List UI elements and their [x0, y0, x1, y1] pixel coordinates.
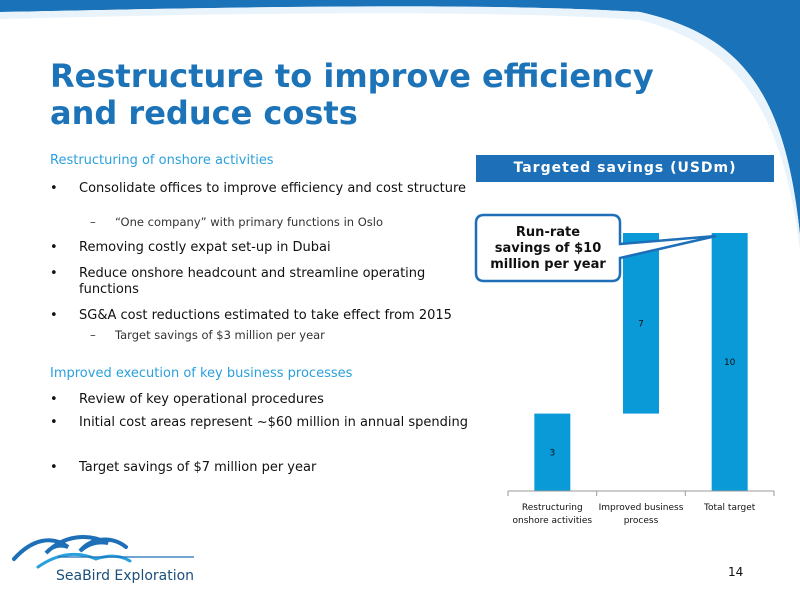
bullet-dot: • — [50, 415, 58, 430]
bullet-target-7m: • Target savings of $7 million per year — [50, 460, 470, 476]
bullet-dot: • — [50, 240, 58, 255]
bullet-text: Review of key operational procedures — [79, 392, 324, 407]
bullet-consolidate-offices: • Consolidate offices to improve efficie… — [50, 181, 470, 197]
bullet-text: Consolidate offices to improve efficienc… — [79, 181, 467, 196]
bullet-text: Reduce onshore headcount and streamline … — [79, 266, 426, 297]
seabird-wing-icon — [12, 535, 128, 561]
subbullet-text: Target savings of $3 million per year — [115, 328, 325, 342]
logo-text: SeaBird Exploration — [56, 568, 194, 584]
chart-title: Targeted savings (USDm) — [476, 155, 774, 182]
top-swoosh-band — [0, 0, 800, 235]
subbullet-one-company: – “One company” with primary functions i… — [90, 215, 460, 230]
bullet-dot: • — [50, 460, 58, 475]
bullet-text: Removing costly expat set-up in Dubai — [79, 240, 331, 255]
bullet-dot: • — [50, 266, 58, 281]
page-title: Restructure to improve efficiency and re… — [50, 57, 654, 132]
bullet-onshore-headcount: • Reduce onshore headcount and streamlin… — [50, 266, 470, 298]
bullet-dot: • — [50, 308, 58, 323]
subbullet-text: “One company” with primary functions in … — [115, 215, 383, 229]
bullet-dot: • — [50, 181, 58, 196]
subbullet-target-3m: – Target savings of $3 million per year — [90, 328, 460, 343]
bullet-text: SG&A cost reductions estimated to take e… — [79, 308, 452, 323]
subbullet-dash: – — [90, 328, 96, 342]
bullet-text: Initial cost areas represent ~$60 millio… — [79, 415, 468, 430]
bullet-review-procedures: • Review of key operational procedures — [50, 392, 470, 408]
seabird-logo: SeaBird Exploration — [12, 535, 194, 584]
section-heading-business-processes: Improved execution of key business proce… — [50, 366, 353, 381]
bullet-text: Target savings of $7 million per year — [79, 460, 317, 475]
section-heading-restructuring: Restructuring of onshore activities — [50, 153, 274, 168]
seabird-wing-icon-lower — [36, 552, 132, 569]
bullet-sga-reductions: • SG&A cost reductions estimated to take… — [50, 308, 480, 324]
bullet-expat-dubai: • Removing costly expat set-up in Dubai — [50, 240, 470, 256]
subbullet-dash: – — [90, 215, 96, 229]
page-number: 14 — [728, 565, 744, 579]
bullet-cost-areas: • Initial cost areas represent ~$60 mill… — [50, 415, 470, 431]
bullet-dot: • — [50, 392, 58, 407]
